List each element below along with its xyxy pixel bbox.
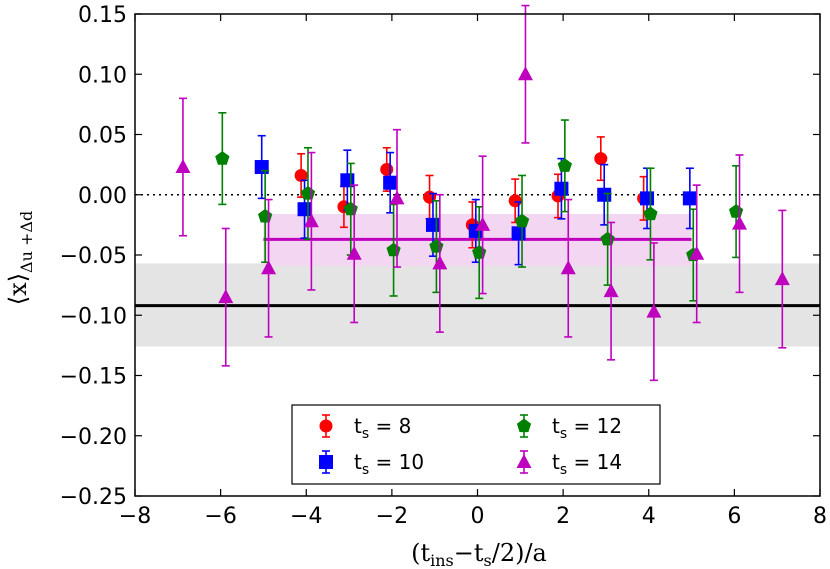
legend-marker-0 [319,419,333,433]
x-axis-label-close: /2)/a [492,539,547,567]
point-s1-p3 [383,175,398,190]
x-tick-label-4: 0 [471,504,485,529]
x-tick-label-7: 6 [727,504,741,529]
legend-label-rest-3: = 14 [567,450,622,474]
point-s2-p7 [514,213,530,228]
x-axis-label-open: (t [411,539,430,567]
point-s1-p9 [640,191,655,206]
legend-label-1: ts = 10 [354,450,424,478]
y-tick-label-6: 0.05 [78,124,127,149]
legend-label-3: ts = 14 [552,450,622,478]
legend-label-sub-2: s [560,426,567,442]
point-s3-p7 [475,216,491,231]
y-axis-label: ⟨x⟩Δu +Δd [4,211,36,305]
legend-label-rest-0: = 8 [369,414,411,438]
point-s3-p9 [560,260,576,275]
point-s1-p4 [425,217,440,232]
legend-marker-2 [516,418,532,433]
point-s2-p8 [557,158,572,172]
x-tick-label-8: 8 [813,504,827,529]
point-s1-p7 [554,181,569,196]
point-s3-p0 [175,159,191,174]
point-s0-p5 [508,194,522,208]
point-s3-p10 [603,283,619,298]
point-s2-p0 [215,151,230,165]
y-tick-label-5: 0.00 [78,184,127,209]
y-tick-label-3: −0.10 [60,304,127,329]
x-tick-label-6: 4 [642,504,656,529]
point-s3-p8 [517,66,533,81]
point-s0-p3 [423,190,437,204]
x-tick-label-2: −4 [290,504,322,529]
x-tick-label-1: −6 [204,504,236,529]
x-axis-label-sub-s: s [484,551,492,569]
legend-entry-3: ts = 14 [516,450,622,478]
y-tick-label-8: 0.15 [78,3,127,28]
y-tick-label-7: 0.10 [78,63,127,88]
legend-label-2: ts = 12 [552,414,622,442]
legend-label-rest-1: = 10 [369,450,424,474]
legend-label-main-1: t [354,450,362,474]
point-s2-p2 [300,186,316,200]
point-s1-p1 [297,202,312,217]
legend-marker-3 [516,454,532,468]
marks-layer [175,4,790,382]
legend-entry-2: ts = 12 [516,414,622,442]
y-tick-label-0: −0.25 [60,485,127,510]
series-3 [175,4,790,382]
point-s1-p6 [511,226,526,241]
point-s3-p12 [689,245,705,260]
point-s3-p14 [774,271,790,286]
point-s2-p1 [258,208,273,223]
x-tick-label-5: 2 [556,504,570,529]
point-s3-p13 [732,215,748,230]
point-s0-p0 [294,168,308,182]
legend-label-0: ts = 8 [354,414,411,442]
ticks-layer: −8 −6 −4 −2 0 2 4 6 8 −0.25 −0.20 −0.15 −0.10 −0.05 0.… [60,3,827,529]
point-s3-p3 [303,213,319,228]
x-tick-label-0: −8 [119,504,151,529]
x-axis-label-mid: −t [454,539,484,567]
legend-label-main-0: t [354,414,362,438]
point-s3-p1 [218,289,234,304]
point-s0-p7 [594,152,608,166]
point-s0-p2 [380,162,394,176]
legend-label-main-2: t [552,414,560,438]
legend-label-main-3: t [552,450,560,474]
point-s3-p11 [646,303,662,318]
legend-label-sub-0: s [362,426,369,442]
legend-label-sub-1: s [362,462,369,478]
y-tick-label-1: −0.20 [60,425,127,450]
x-tick-label-3: −2 [376,504,408,529]
point-s1-p8 [597,187,612,202]
lines-layer [135,194,820,308]
point-s3-p4 [346,245,362,260]
legend-marker-1 [319,455,333,469]
legend-label-rest-2: = 12 [567,414,622,438]
point-s1-p10 [682,191,697,206]
y-axis-label-main: ⟨x⟩ [4,273,32,305]
point-s2-p12 [729,204,744,218]
legend-entry-1: ts = 10 [319,450,424,478]
point-s2-p10 [643,206,658,221]
point-s1-p0 [254,160,269,175]
point-s3-p6 [432,255,448,270]
legend-box [291,404,661,485]
x-axis-label: (tins−ts/2)/a [411,539,547,569]
y-tick-label-4: −0.05 [60,244,127,269]
y-axis-label-sub: Δu +Δd [17,211,36,273]
legend-label-sub-3: s [560,462,567,478]
x-axis-label-sub-ins: ins [430,551,454,569]
legend-entry-0: ts = 8 [319,414,411,442]
point-s3-p2 [261,260,277,275]
point-s3-p5 [389,190,405,205]
y-tick-label-2: −0.15 [60,365,127,390]
